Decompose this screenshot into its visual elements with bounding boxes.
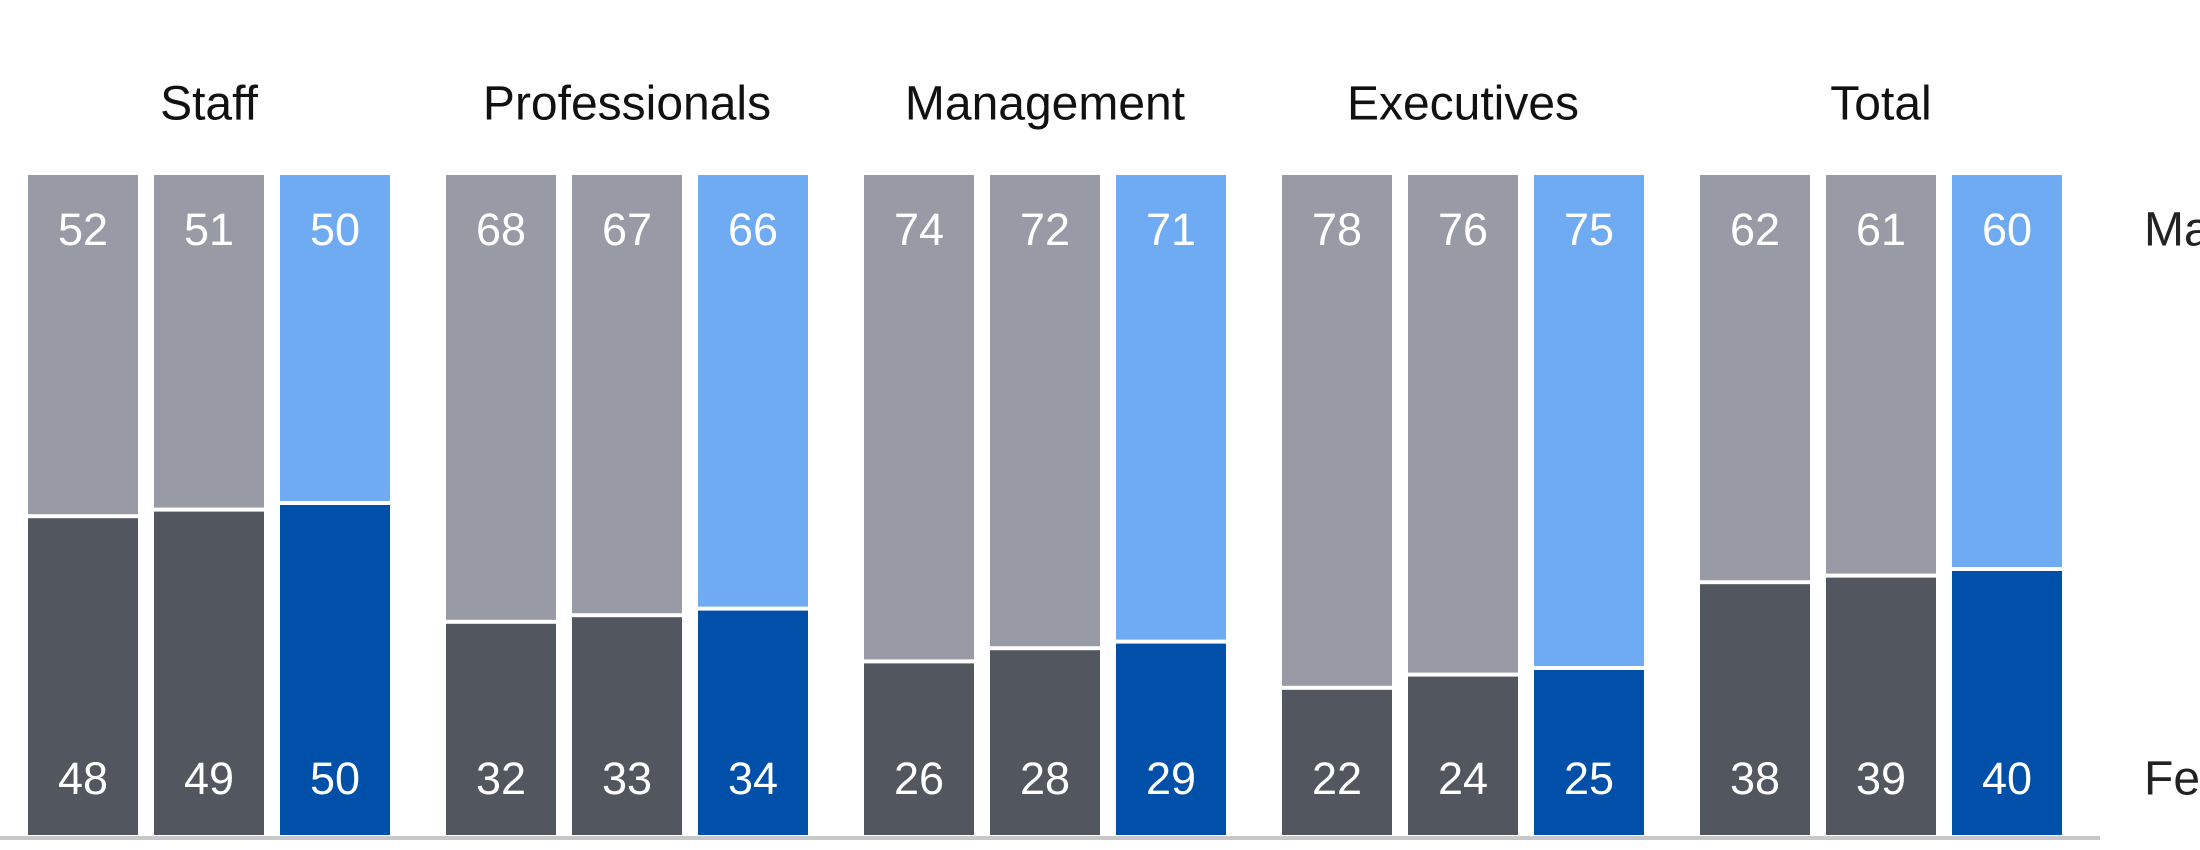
bar-segment [1408,175,1518,673]
bar-segment [864,175,974,660]
bar-segment [572,617,682,835]
bar-segment [990,175,1100,647]
bar-segment [280,505,390,835]
value-label: 52 [58,204,108,255]
value-label: 78 [1312,204,1362,255]
bar-segment [1700,175,1810,581]
group-title: Executives [1347,78,1579,131]
bar-segment [698,610,808,835]
value-label: 62 [1730,204,1780,255]
bar-segment [1408,676,1518,835]
value-label: 50 [310,204,360,255]
value-label: 76 [1438,204,1488,255]
bar-segment [1282,175,1392,686]
value-label: 66 [728,204,778,255]
bar-segment [1116,175,1226,640]
bar-segment [1116,643,1226,835]
value-label: 38 [1730,753,1780,804]
value-label: 32 [476,753,526,804]
bar-segment [1952,571,2062,835]
value-label: 50 [310,753,360,804]
bar-segment [1282,689,1392,835]
bar-segment [446,175,556,620]
bar-segment [1952,175,2062,567]
bar-segment [154,175,264,508]
bar-segment [572,175,682,614]
value-label: 22 [1312,753,1362,804]
value-label: 60 [1982,204,2032,255]
value-label: 28 [1020,753,1070,804]
group-title: Professionals [483,78,771,131]
value-label: 67 [602,204,652,255]
bar-segment [154,511,264,835]
value-label: 51 [184,204,234,255]
value-label: 33 [602,753,652,804]
group-title: Total [1830,78,1931,131]
value-label: 49 [184,753,234,804]
bar-segment [28,175,138,515]
value-label: 48 [58,753,108,804]
value-label: 75 [1564,204,1614,255]
value-label: 25 [1564,753,1614,804]
value-label: 40 [1982,753,2032,804]
bar-segment [280,175,390,501]
value-label: 68 [476,204,526,255]
legend-label: Female [2144,753,2200,806]
bar-segment [1826,175,1936,574]
bar-segment [1826,577,1936,835]
value-label: 39 [1856,753,1906,804]
value-label: 71 [1146,204,1196,255]
bar-segment [1700,584,1810,835]
value-label: 74 [894,204,944,255]
bar-segment [1534,175,1644,666]
value-label: 34 [728,753,778,804]
group-title: Management [905,78,1185,131]
bar-segment [28,518,138,835]
bar-segment [698,175,808,607]
legend-label: Male [2144,204,2200,257]
value-label: 72 [1020,204,1070,255]
bar-segment [864,663,974,835]
value-label: 26 [894,753,944,804]
bar-segment [446,623,556,835]
bar-segment [990,650,1100,835]
value-label: 61 [1856,204,1906,255]
group-title: Staff [160,78,259,131]
value-label: 24 [1438,753,1488,804]
value-label: 29 [1146,753,1196,804]
bar-segment [1534,670,1644,835]
